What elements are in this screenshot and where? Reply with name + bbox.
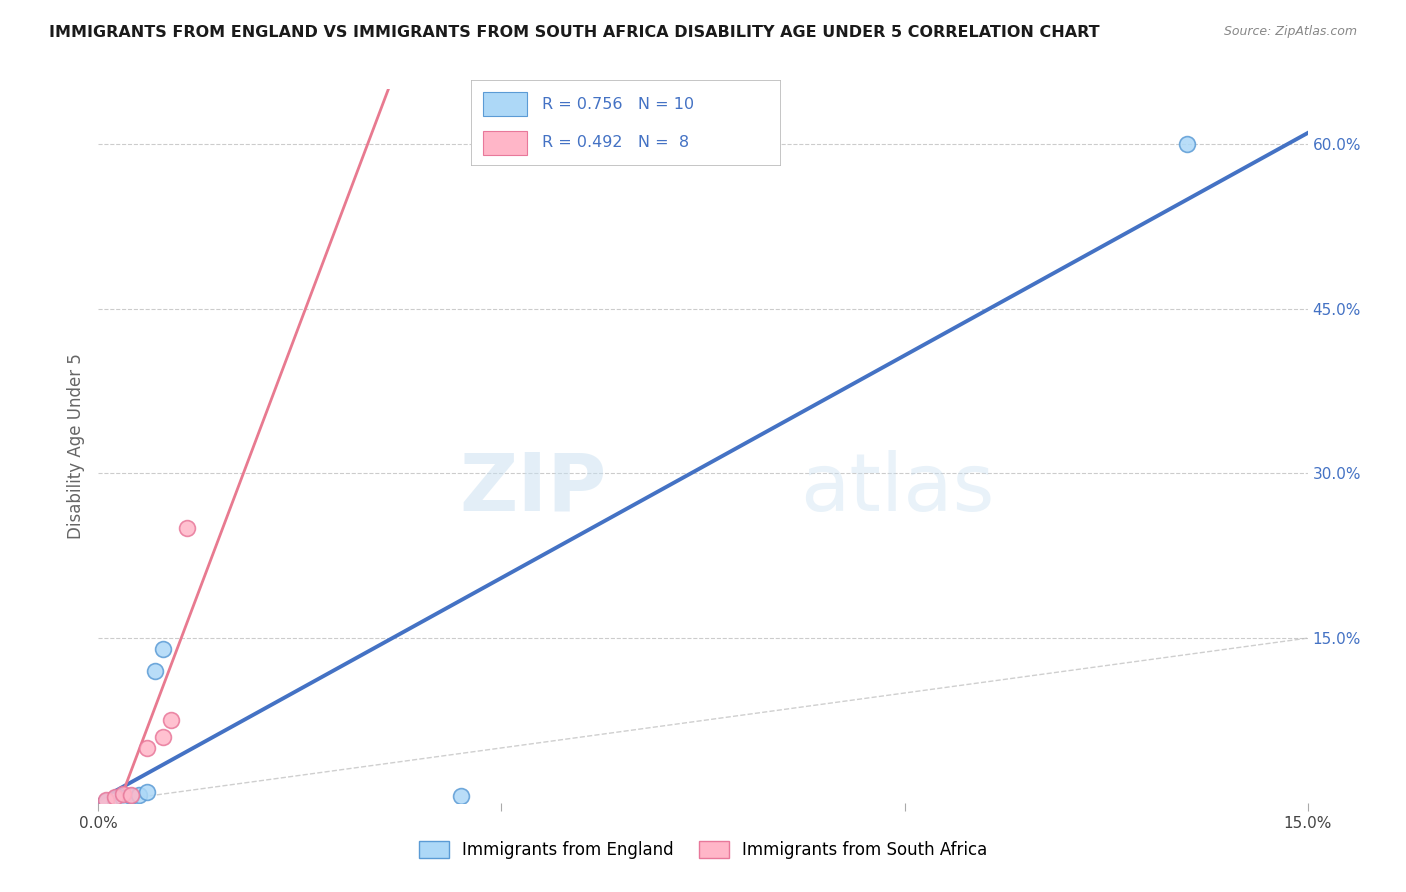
Point: [103, 792, 125, 806]
Point: [152, 642, 174, 657]
Point: [450, 789, 472, 804]
Point: [96, 792, 118, 806]
Point: [135, 740, 157, 755]
Bar: [484, 131, 527, 155]
Point: [120, 789, 142, 804]
Text: ZIP: ZIP: [458, 450, 606, 528]
Y-axis label: Disability Age Under 5: Disability Age Under 5: [66, 353, 84, 539]
Point: [96, 794, 118, 808]
Point: [152, 730, 174, 744]
Point: [128, 788, 150, 802]
Point: [120, 788, 142, 802]
Text: R = 0.492   N =  8: R = 0.492 N = 8: [543, 136, 689, 151]
Point: [160, 714, 183, 728]
Text: Source: ZipAtlas.com: Source: ZipAtlas.com: [1223, 25, 1357, 38]
Point: [1175, 137, 1198, 152]
Point: [176, 521, 198, 535]
Point: [103, 790, 125, 805]
Point: [111, 791, 134, 805]
Legend: Immigrants from England, Immigrants from South Africa: Immigrants from England, Immigrants from…: [412, 834, 994, 866]
Point: [143, 664, 166, 678]
Point: [135, 785, 157, 799]
Point: [111, 787, 134, 801]
Text: IMMIGRANTS FROM ENGLAND VS IMMIGRANTS FROM SOUTH AFRICA DISABILITY AGE UNDER 5 C: IMMIGRANTS FROM ENGLAND VS IMMIGRANTS FR…: [49, 25, 1099, 40]
Text: atlas: atlas: [800, 450, 994, 528]
Text: R = 0.756   N = 10: R = 0.756 N = 10: [543, 96, 695, 112]
Bar: [484, 92, 527, 116]
